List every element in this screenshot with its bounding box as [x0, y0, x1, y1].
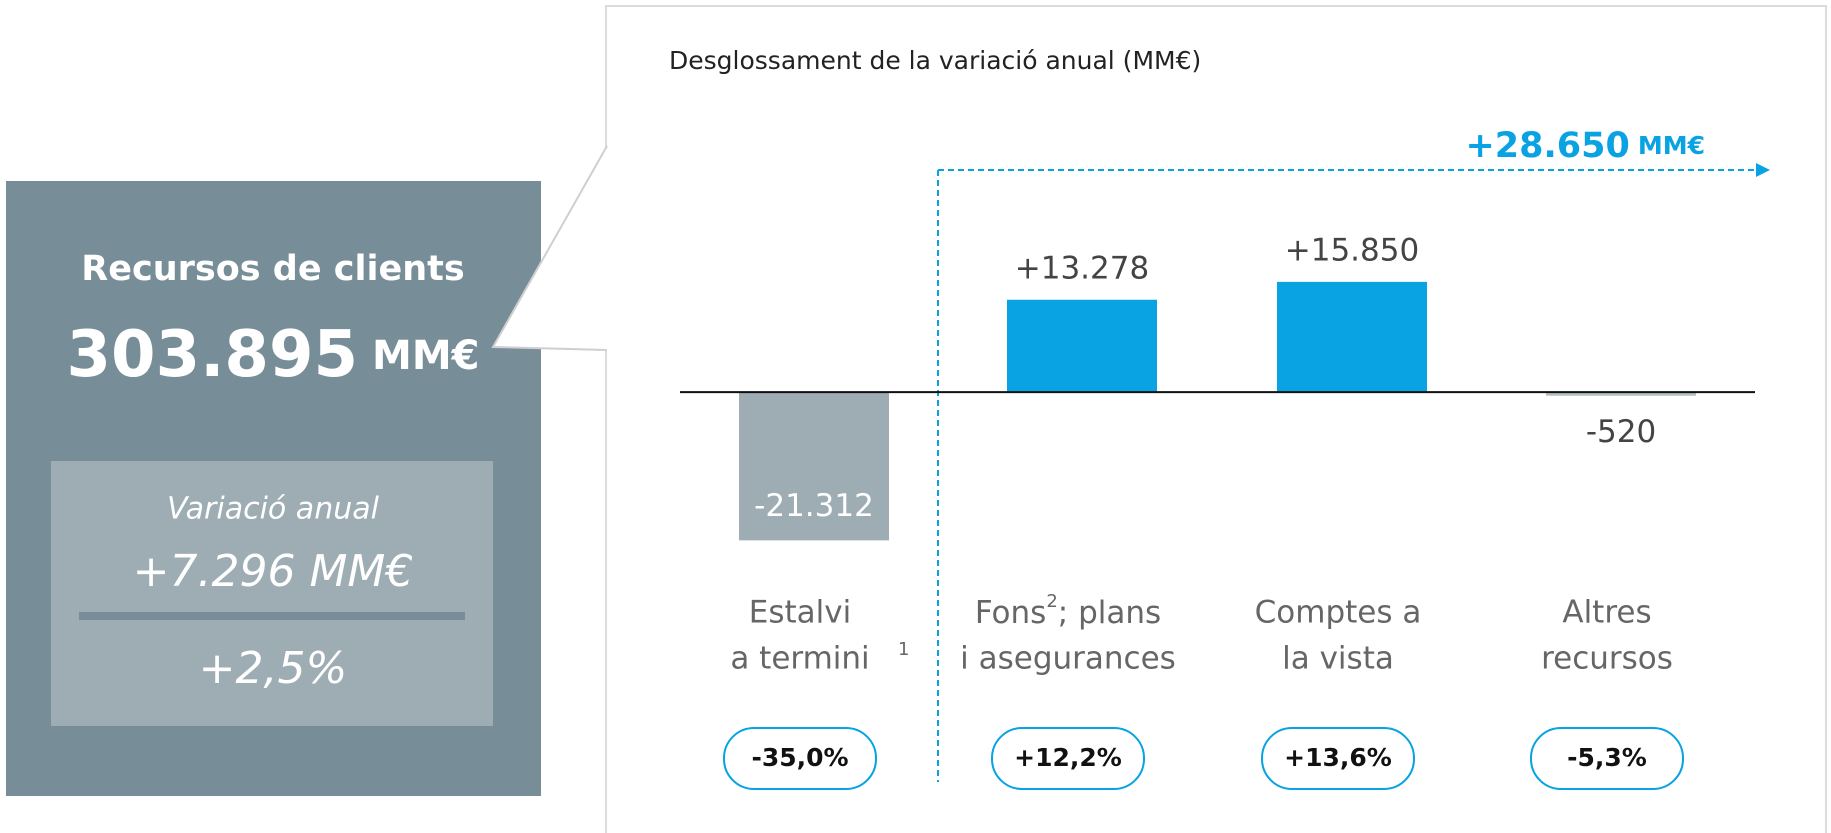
change-value: +7.296 MM€	[133, 546, 414, 597]
footnote: 2	[1046, 591, 1057, 612]
category-label: i asegurances	[960, 641, 1176, 677]
change-box	[51, 461, 493, 726]
bar	[1546, 392, 1696, 396]
summary-unit: MM€	[372, 333, 479, 379]
category-label: Altres	[1562, 595, 1651, 631]
percent-badge	[991, 727, 1145, 790]
total-arrow	[1756, 163, 1770, 177]
category-label: la vista	[1282, 641, 1394, 677]
percent-label: +13,6%	[1284, 743, 1392, 772]
percent-label: -5,3%	[1567, 743, 1647, 772]
value-label: -520	[1586, 414, 1656, 450]
category-label: Comptes a	[1255, 595, 1422, 631]
category-label: recursos	[1541, 641, 1673, 677]
bar	[739, 392, 889, 541]
summary-title: Recursos de clients	[81, 249, 464, 289]
bar	[1277, 281, 1427, 393]
percent-label: -35,0%	[751, 743, 848, 772]
category-label: Fons2; plans	[975, 591, 1161, 631]
percent-label: +12,2%	[1014, 743, 1122, 772]
percent-badge	[723, 727, 877, 790]
callout-edge	[491, 145, 608, 351]
summary-number: 303.895	[67, 318, 359, 392]
total-label: +28.650 MM€	[1465, 126, 1705, 166]
footnote: 1	[898, 639, 909, 660]
percent-badge	[1530, 727, 1684, 790]
bar	[1007, 299, 1157, 393]
change-percent: +2,5%	[199, 643, 348, 694]
category-line: Fons	[975, 595, 1047, 631]
chart-title: Desglossament de la variació anual (MM€)	[669, 46, 1201, 75]
value-label: +13.278	[1015, 250, 1149, 286]
total-unit: MM€	[1638, 131, 1705, 160]
divider	[79, 612, 465, 620]
category-label: a termini	[730, 641, 869, 677]
percent-badge	[1261, 727, 1415, 790]
summary-value: 303.895 MM€	[67, 318, 480, 392]
value-label: -21.312	[754, 488, 874, 524]
category-label: Estalvi	[749, 595, 851, 631]
value-label: +15.850	[1285, 232, 1419, 268]
total-value: +28.650	[1465, 126, 1629, 166]
category-line: ; plans	[1058, 595, 1161, 631]
change-label: Variació anual	[167, 492, 380, 527]
